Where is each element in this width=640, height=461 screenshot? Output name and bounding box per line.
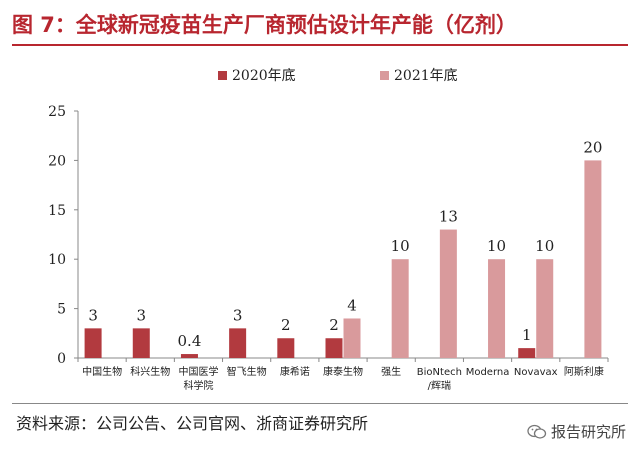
bar-1-10: [584, 160, 602, 358]
x-tick-label: 阿斯利康: [564, 365, 604, 378]
bar-0-4: [277, 338, 295, 358]
title-divider: [12, 44, 628, 46]
y-tick-label: 0: [57, 351, 66, 367]
data-label-0-4: 2: [281, 316, 291, 334]
data-label-0-0: 3: [88, 306, 98, 324]
bar-1-6: [391, 259, 409, 358]
bar-1-7: [439, 229, 457, 358]
y-tick-label: 5: [57, 302, 66, 318]
legend-swatch-0: [218, 71, 227, 80]
bar-0-9: [518, 348, 536, 358]
bar-1-9: [536, 259, 554, 358]
chart-bars: [84, 160, 602, 358]
bar-0-0: [84, 328, 102, 358]
wechat-icon: [527, 424, 547, 439]
x-tick-label: 科学院: [183, 379, 213, 392]
y-tick-label: 15: [48, 203, 66, 219]
figure-title: 图 7：全球新冠疫苗生产厂商预估设计年产能（亿剂）: [12, 13, 517, 37]
x-tick-label: BioNtech: [417, 367, 462, 378]
x-tick-label: 中国医学: [178, 365, 218, 378]
x-tick-label: 康泰生物: [323, 365, 363, 378]
bar-1-5: [343, 318, 361, 358]
x-tick-label: /辉瑞: [428, 380, 451, 392]
data-label-1-9: 10: [535, 237, 554, 255]
x-tick-label: Novavax: [514, 367, 558, 378]
bar-0-2: [180, 354, 198, 358]
x-tick-label: 科兴生物: [130, 365, 170, 378]
x-tick-label: 智飞生物: [227, 365, 267, 378]
y-tick-label: 10: [48, 252, 66, 268]
watermark: 报告研究所: [527, 421, 626, 442]
y-tick-label: 20: [48, 153, 66, 169]
bar-0-1: [132, 328, 150, 358]
watermark-text: 报告研究所: [550, 423, 626, 441]
data-label-0-9: 1: [522, 326, 532, 344]
data-label-0-5: 2: [329, 316, 339, 334]
x-tick-label: Moderna: [466, 367, 510, 378]
data-label-0-3: 3: [233, 306, 243, 324]
data-label-0-1: 3: [136, 306, 146, 324]
chart-legend: 2020年底 2021年底: [218, 68, 458, 84]
legend-label-0: 2020年底: [232, 68, 296, 84]
data-label-1-6: 10: [391, 237, 410, 255]
source-note: 资料来源：公司公告、公司官网、浙商证券研究所: [16, 414, 369, 433]
data-label-1-8: 10: [487, 237, 506, 255]
data-label-0-2: 0.4: [178, 332, 202, 350]
bar-0-5: [325, 338, 343, 358]
y-tick-label: 25: [48, 104, 66, 120]
legend-label-1: 2021年底: [394, 68, 458, 84]
footer-divider: [12, 403, 628, 404]
data-label-1-5: 4: [347, 296, 357, 314]
bar-0-3: [229, 328, 247, 358]
legend-swatch-1: [380, 71, 389, 80]
data-label-1-7: 13: [439, 208, 458, 226]
data-label-1-10: 20: [583, 138, 602, 156]
bar-1-8: [488, 259, 506, 358]
x-tick-label: 康希诺: [280, 365, 310, 378]
x-tick-label: 中国生物: [82, 365, 122, 378]
x-tick-label: 强生: [381, 365, 401, 378]
